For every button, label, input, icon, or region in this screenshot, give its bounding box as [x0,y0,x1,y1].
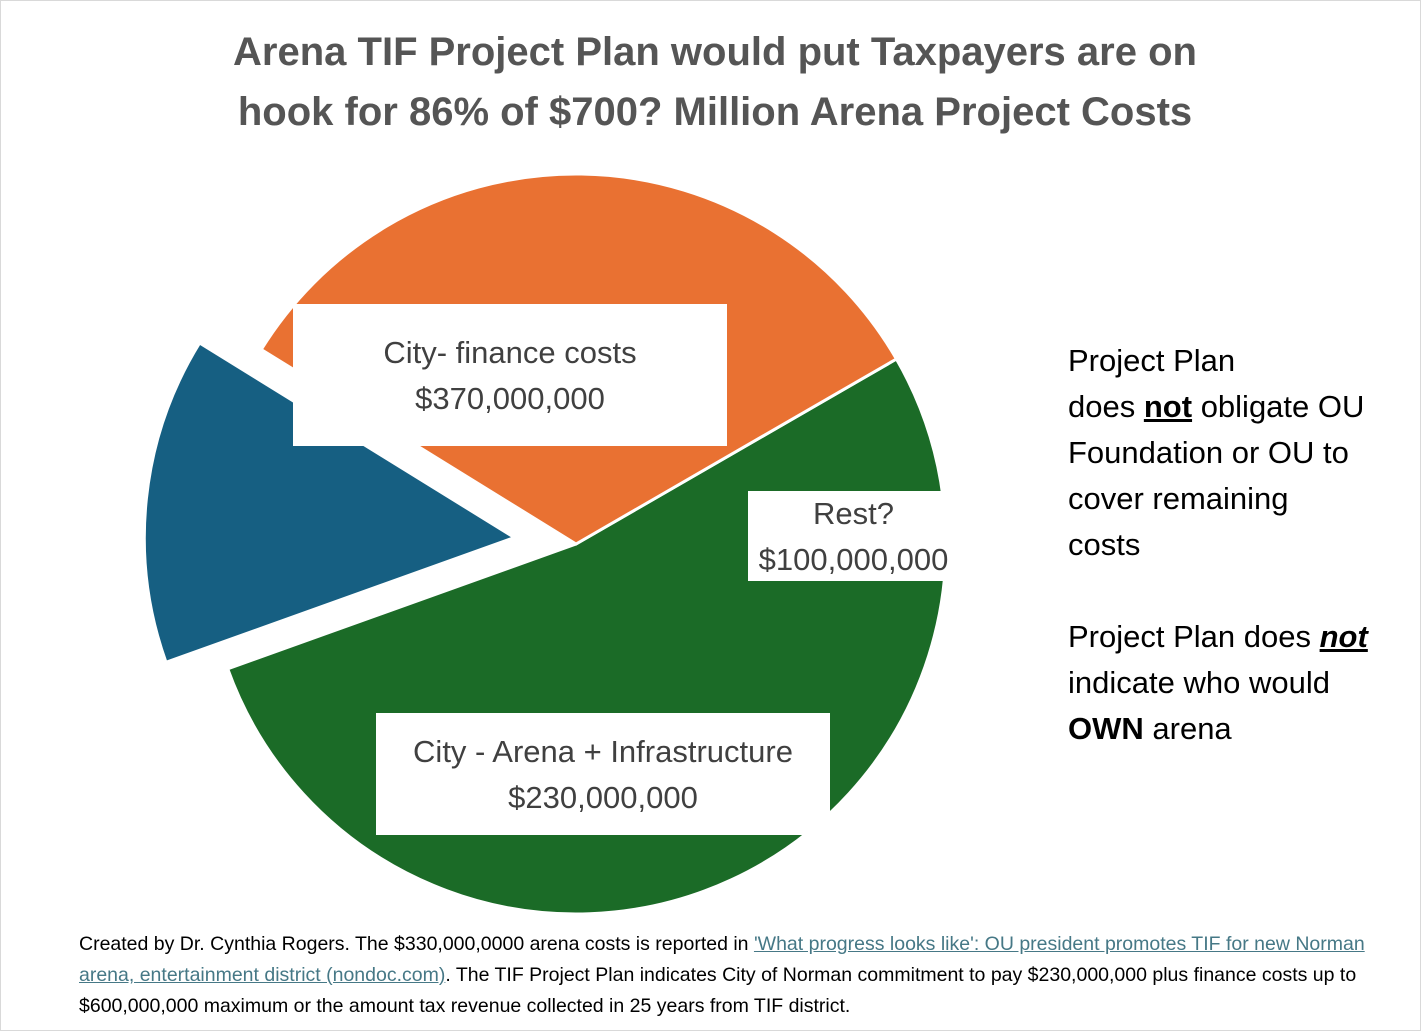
side-note-text: cover remaining [1068,481,1289,516]
side-note-text: Project Plan [1068,343,1236,378]
slice-label-box [293,304,727,446]
title-line-1: Arena TIF Project Plan would put Taxpaye… [233,30,1197,74]
side-note: Project Plan does not obligate OU Founda… [1068,338,1408,752]
slice-label: Rest? $100,000,000 [748,491,959,581]
side-note-text: Foundation or OU to [1068,435,1349,470]
side-note-line: Foundation or OU to [1068,430,1408,476]
slice-category-label: City - Arena + Infrastructure [413,734,793,769]
side-note-emphasis: not [1143,389,1193,424]
side-note-text: arena [1152,711,1232,746]
slice-label: City- finance costs $370,000,000 [293,304,727,446]
source-link[interactable]: 'What progress looks like': OU president… [79,933,1365,986]
side-note-line: costs [1068,522,1408,568]
chart-title: Arena TIF Project Plan would put Taxpaye… [110,22,1320,142]
side-note-line: does not obligate OU [1068,384,1408,430]
footer-text: Created by Dr. Cynthia Rogers. The $330,… [79,933,754,955]
slice-value-label: $100,000,000 [759,542,949,577]
side-note-text: Project Plan does [1068,619,1311,654]
side-note-text: costs [1068,527,1141,562]
side-note-line: indicate who would [1068,660,1408,706]
footer-text: . The TIF Project Plan indicates City of… [79,964,1357,1017]
side-note-text: does [1068,389,1136,424]
side-note-emphasis: not [1319,619,1368,654]
slice-label-box [748,491,959,581]
slice-value-label: $370,000,000 [415,381,605,416]
side-note-line: OWN arena [1068,706,1408,752]
side-note-line: Project Plan does not [1068,614,1408,660]
pie-slice [142,340,518,665]
slice-category-label: City- finance costs [383,335,636,370]
slice-value-label: $230,000,000 [508,780,698,815]
side-note-line: cover remaining [1068,476,1408,522]
side-note-text: indicate who would [1068,665,1330,700]
title-line-2: hook for 86% of $700? Million Arena Proj… [237,90,1193,134]
side-note-line: Project Plan [1068,338,1408,384]
slice-label: City - Arena + Infrastructure $230,000,00… [376,713,830,835]
footer-note: Created by Dr. Cynthia Rogers. The $330,… [79,929,1389,1022]
side-note-text: obligate OU [1200,389,1365,424]
slice-category-label: Rest? [813,496,894,531]
slice-label-box [376,713,830,835]
side-note-emphasis: OWN [1068,711,1144,746]
